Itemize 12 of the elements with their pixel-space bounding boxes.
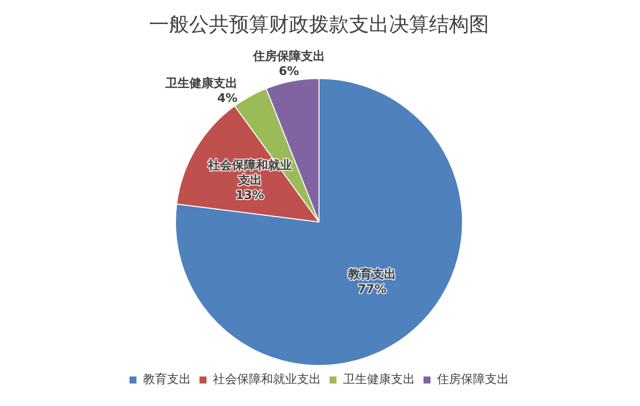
legend-label: 社会保障和就业支出 [213,372,321,386]
legend-label: 卫生健康支出 [343,372,415,386]
slice-label: 住房保障支出 [252,48,325,63]
data-label: 13% [235,188,264,202]
slice-label: 教育支出 [347,266,396,281]
data-label: 4% [217,90,238,105]
legend-label: 住房保障支出 [436,372,509,386]
data-label: 6% [278,64,300,78]
legend-label: 教育支出 [143,372,191,386]
data-label: 77% [358,282,387,296]
chart-title: 一般公共预算财政拨款支出决算结构图 [149,12,489,36]
slice-label: 卫生健康支出 [164,76,238,90]
